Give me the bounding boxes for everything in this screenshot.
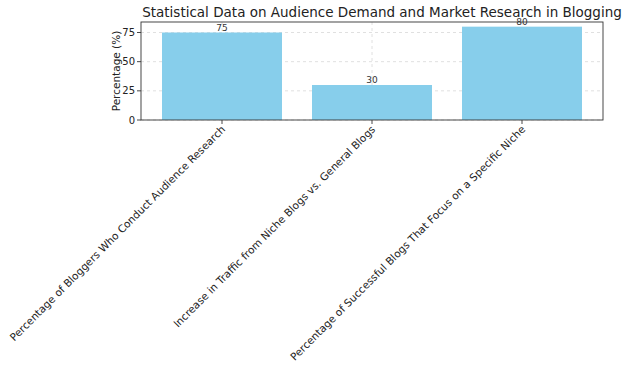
data-label: 30	[366, 75, 378, 85]
y-axis-label: Percentage (%)	[110, 31, 122, 112]
bar	[462, 27, 582, 120]
y-tick	[137, 120, 141, 121]
bars	[162, 27, 582, 120]
chart-title: Statistical Data on Audience Demand and …	[142, 4, 622, 20]
y-tick	[137, 32, 141, 33]
x-tick	[522, 120, 523, 124]
x-tick-label: Percentage of Successful Blogs That Focu…	[288, 123, 528, 363]
x-tick	[222, 120, 223, 124]
y-tick	[137, 61, 141, 62]
y-tick-label: 25	[122, 85, 135, 96]
y-tick-label: 50	[122, 56, 135, 67]
y-tick-label: 75	[122, 27, 135, 38]
y-tick	[137, 90, 141, 91]
bar	[312, 85, 432, 120]
plot-frame	[141, 22, 603, 120]
data-label: 75	[216, 23, 227, 33]
bar	[162, 33, 282, 121]
y-tick-label: 0	[129, 115, 135, 126]
chart-svg: 7530800255075Percentage of Bloggers Who …	[0, 0, 637, 367]
x-tick	[372, 120, 373, 124]
chart-container: 7530800255075Percentage of Bloggers Who …	[0, 0, 637, 367]
